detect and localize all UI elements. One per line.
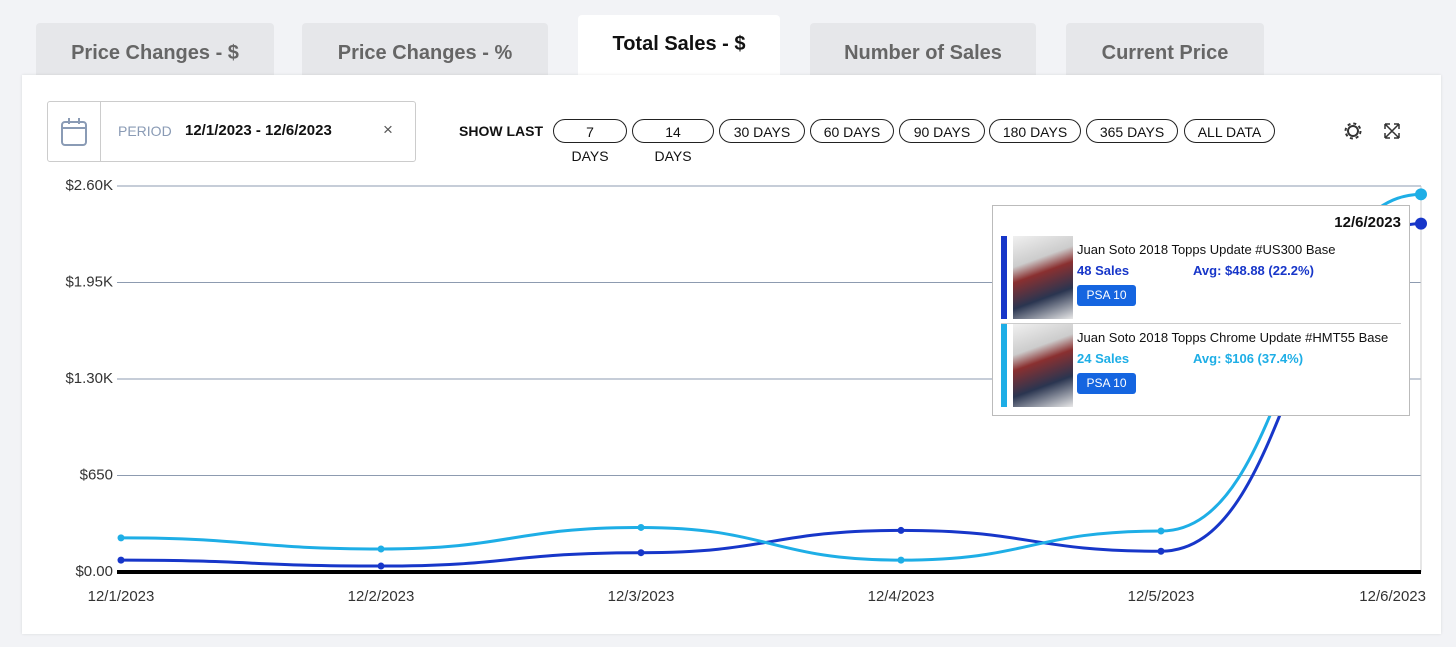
x-tick-label: 12/5/2023	[1128, 588, 1195, 605]
series-bar	[1001, 324, 1007, 407]
sales-count: 24 Sales	[1077, 351, 1130, 366]
average: Avg: $106 (37.4%)	[1193, 351, 1304, 366]
point	[377, 562, 385, 570]
tooltip-date: 12/6/2023	[1334, 214, 1401, 231]
grade-badge: PSA 10	[1077, 373, 1136, 394]
point	[117, 534, 125, 542]
y-tick-label: $2.60K	[65, 177, 113, 194]
range-button[interactable]: 180 DAYS	[989, 119, 1081, 143]
card-image	[1013, 236, 1073, 319]
y-tick-label: $1.95K	[65, 273, 113, 290]
show-last-label: SHOW LAST	[459, 123, 543, 139]
card-image	[1013, 324, 1073, 407]
tab[interactable]: Price Changes - $	[36, 23, 274, 83]
range-button[interactable]: 7 DAYS	[553, 119, 627, 164]
x-tick-label: 12/3/2023	[608, 588, 675, 605]
range-button[interactable]: 90 DAYS	[899, 119, 985, 143]
range-button[interactable]: 60 DAYS	[810, 119, 894, 143]
clear-button[interactable]: ×	[383, 120, 393, 139]
point	[117, 556, 125, 564]
y-tick-label: $650	[80, 466, 113, 483]
point	[377, 545, 385, 553]
point	[637, 523, 645, 531]
y-tick-label: $0.00	[75, 563, 113, 580]
grade-badge: PSA 10	[1077, 285, 1136, 306]
y-tick-label: $1.30K	[65, 370, 113, 387]
expand-icon[interactable]	[1384, 123, 1400, 139]
range-button[interactable]: 14 DAYS	[632, 119, 714, 164]
period-box[interactable]: PERIOD 12/1/2023 - 12/6/2023 ×	[47, 101, 416, 162]
x-tick-label: 12/2/2023	[348, 588, 415, 605]
x-tick-label: 12/1/2023	[88, 588, 155, 605]
range-button[interactable]: ALL DATA	[1184, 119, 1275, 143]
tooltip: 12/6/2023 Juan Soto 2018 Topps Update #U…	[992, 205, 1410, 416]
tab[interactable]: Price Changes - %	[302, 23, 548, 83]
calendar-icon	[61, 118, 87, 146]
divider	[1001, 323, 1401, 324]
point	[1157, 547, 1165, 555]
point	[1157, 527, 1165, 535]
average: Avg: $48.88 (22.2%)	[1193, 263, 1314, 278]
point	[637, 549, 645, 557]
x-tick-label: 12/4/2023	[868, 588, 935, 605]
point	[897, 526, 905, 534]
sales-count: 48 Sales	[1077, 263, 1130, 278]
point	[1415, 217, 1427, 230]
point	[1415, 188, 1427, 201]
tab[interactable]: Current Price	[1066, 23, 1264, 83]
x-tick-label: 12/6/2023	[1359, 588, 1426, 605]
period-label: PERIOD	[118, 123, 172, 139]
settings-icon[interactable]	[1344, 122, 1362, 140]
divider	[100, 102, 101, 161]
card-name: Juan Soto 2018 Topps Update #US300 Base	[1077, 242, 1336, 257]
tab[interactable]: Number of Sales	[810, 23, 1036, 83]
point	[897, 556, 905, 564]
period-value: 12/1/2023 - 12/6/2023	[185, 122, 332, 139]
range-button[interactable]: 365 DAYS	[1086, 119, 1178, 143]
series-bar	[1001, 236, 1007, 319]
series-line	[120, 192, 1422, 562]
card-name: Juan Soto 2018 Topps Chrome Update #HMT5…	[1077, 330, 1389, 345]
range-button[interactable]: 30 DAYS	[719, 119, 805, 143]
tab[interactable]: Total Sales - $	[578, 15, 780, 75]
series-line	[120, 222, 1422, 568]
